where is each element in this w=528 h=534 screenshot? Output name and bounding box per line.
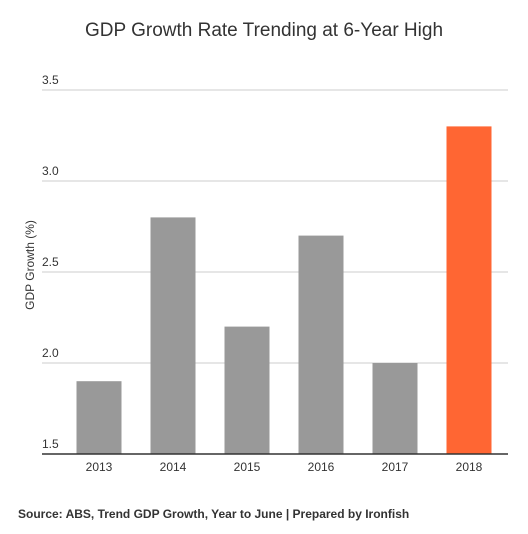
chart-title: GDP Growth Rate Trending at 6-Year High <box>84 20 444 41</box>
bar-2013 <box>76 381 122 454</box>
y-tick-label: 2.5 <box>42 255 59 269</box>
bar-2018 <box>446 126 492 455</box>
x-tick-label: 2015 <box>234 460 261 474</box>
y-tick-label: 3.5 <box>42 73 59 87</box>
gridlines <box>42 89 508 364</box>
y-tick-label: 3.0 <box>42 164 59 178</box>
y-tick-label: 2.0 <box>42 346 59 360</box>
x-tick-labels: 2013 2014 2015 2016 2017 2018 <box>86 460 483 474</box>
y-axis-label: GDP Growth (%) <box>23 220 37 310</box>
bar-2015 <box>224 326 270 454</box>
y-tick-label: 1.5 <box>42 437 59 451</box>
x-tick-label: 2017 <box>382 460 409 474</box>
bar-2016 <box>298 235 344 454</box>
bar-2014 <box>150 217 196 454</box>
x-tick-label: 2018 <box>456 460 483 474</box>
x-tick-label: 2016 <box>308 460 335 474</box>
x-tick-label: 2013 <box>86 460 113 474</box>
y-tick-labels: 1.5 2.0 2.5 3.0 3.5 <box>42 73 59 451</box>
source-note: Source: ABS, Trend GDP Growth, Year to J… <box>18 507 410 521</box>
x-tick-label: 2014 <box>160 460 187 474</box>
bars <box>76 126 492 455</box>
bar-2017 <box>372 363 418 454</box>
